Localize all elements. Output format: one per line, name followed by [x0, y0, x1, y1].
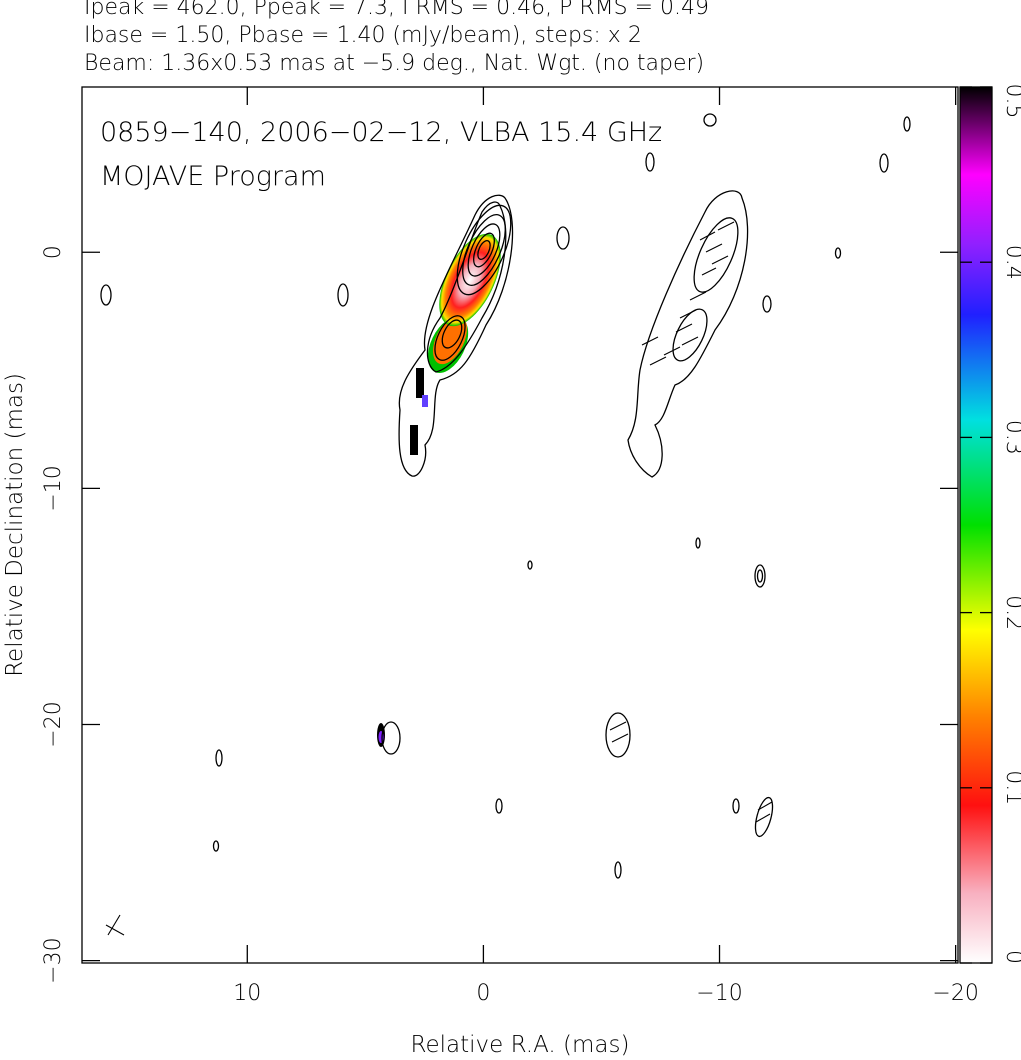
colorbar-tick-label: 0.4 — [1001, 245, 1021, 280]
plot-frame — [81, 86, 959, 964]
y-tick-label: 0 — [41, 245, 66, 259]
y-axis-label: Relative Declination (mas) — [2, 373, 28, 677]
y-tick-label: −30 — [41, 937, 66, 983]
colorbar-tick-label: 0 — [1001, 950, 1021, 964]
title-line: Beam: 1.36x0.53 mas at −5.9 deg., Nat. W… — [84, 51, 704, 76]
x-tick-label: 0 — [476, 981, 490, 1006]
colorbar-tick-label: 0.5 — [1001, 84, 1021, 119]
y-tick-label: −20 — [41, 701, 66, 747]
x-tick-label: 10 — [233, 981, 261, 1006]
x-tick-label: −20 — [932, 981, 978, 1006]
colorbar-tick-label: 0.2 — [1001, 595, 1021, 630]
colorbar — [959, 86, 993, 964]
polarization-vectors — [105, 221, 773, 936]
total-intensity-image — [377, 233, 501, 747]
colorbar-tick-label: 0.3 — [1001, 420, 1021, 455]
x-tick-label: −10 — [696, 981, 742, 1006]
colorbar-tick-label: 0.1 — [1001, 770, 1021, 805]
program-label: MOJAVE Program — [100, 161, 326, 192]
y-tick-label: −10 — [41, 465, 66, 511]
title-line: Ibase = 1.50, Pbase = 1.40 (mJy/beam), s… — [84, 23, 642, 48]
x-axis-label: Relative R.A. (mas) — [411, 1032, 630, 1058]
source-label: 0859−140, 2006−02−12, VLBA 15.4 GHz — [100, 117, 662, 148]
title-line: Ipeak = 462.0, Ppeak = 7.3, I RMS = 0.46… — [84, 0, 709, 20]
stokes-i-contours — [100, 113, 911, 879]
